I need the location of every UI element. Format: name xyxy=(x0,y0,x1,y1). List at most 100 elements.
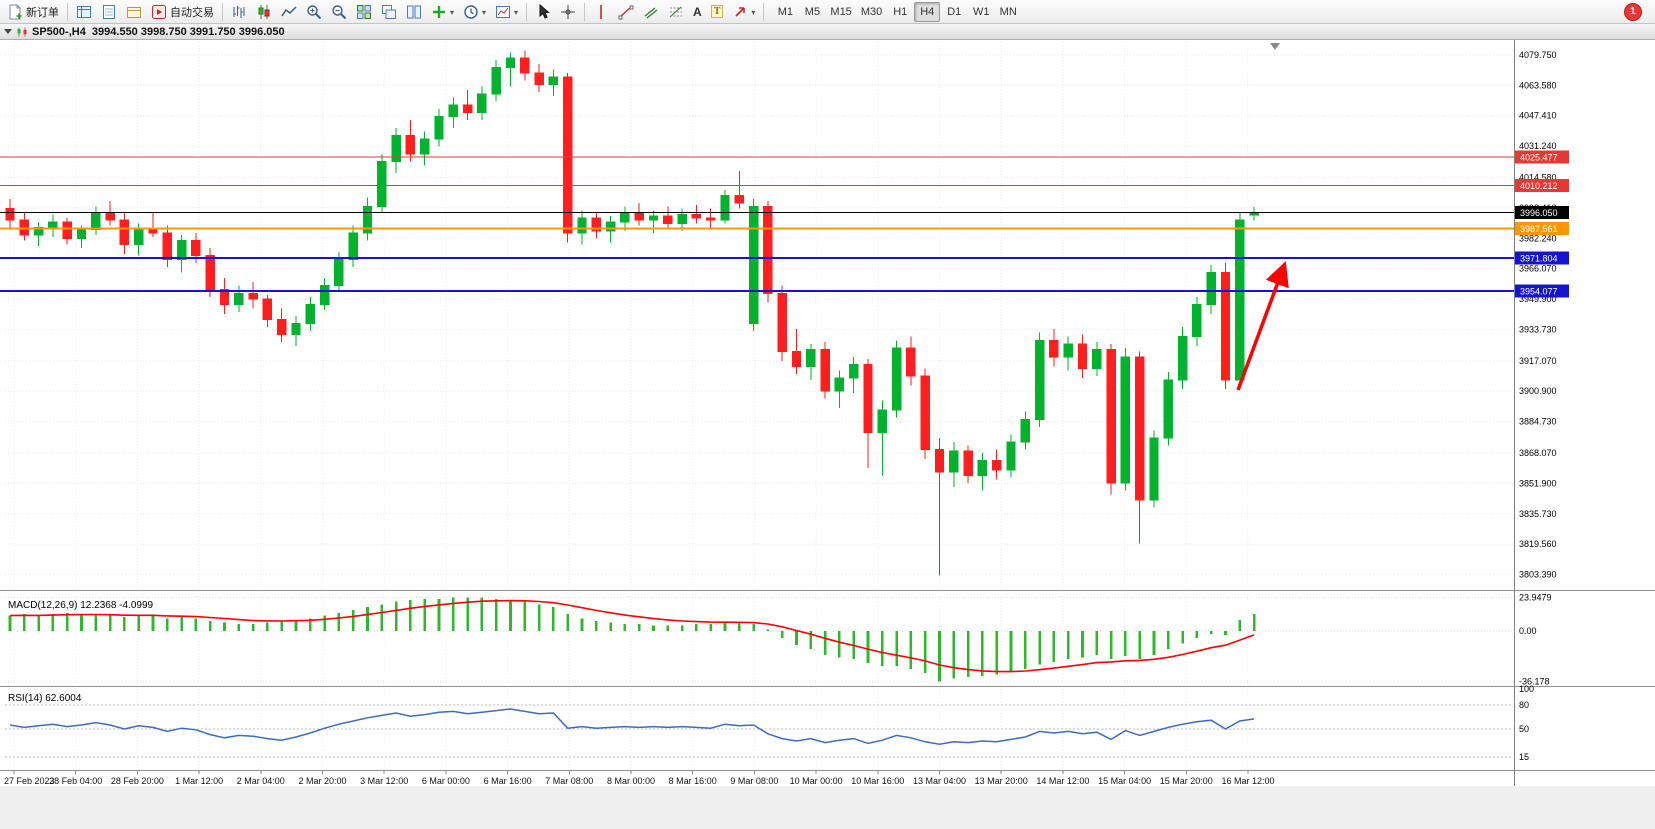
vertical-line-icon xyxy=(593,4,609,20)
chart-shift-marker[interactable] xyxy=(1270,43,1280,50)
svg-text:4010.212: 4010.212 xyxy=(1520,181,1558,191)
text-label-button[interactable] xyxy=(707,2,728,22)
tile-windows-button[interactable] xyxy=(352,2,376,22)
navigator-button[interactable] xyxy=(122,2,146,22)
price-tag-3954.077[interactable]: 3954.077 xyxy=(1515,284,1569,298)
price-axis-label: 3819.560 xyxy=(1519,539,1557,549)
price-axis-label: 4031.240 xyxy=(1519,141,1557,151)
zoom-out-button[interactable] xyxy=(327,2,351,22)
candle-48 xyxy=(691,204,702,224)
candle-63 xyxy=(906,336,916,386)
data-window-icon xyxy=(101,4,117,20)
new-order-icon xyxy=(7,4,23,20)
trendline-button[interactable] xyxy=(614,2,638,22)
price-axis-label: 3803.390 xyxy=(1519,570,1557,580)
time-axis-label: 7 Mar 08:00 xyxy=(545,776,593,786)
arrows-button[interactable] xyxy=(728,2,759,22)
macd-axis-label: 23.9479 xyxy=(1519,592,1552,602)
window-chrome-bottom xyxy=(0,786,1655,824)
time-axis-label: 16 Mar 12:00 xyxy=(1221,776,1274,786)
time-axis-label: 10 Mar 16:00 xyxy=(851,776,904,786)
candle-39 xyxy=(563,73,573,243)
candle-31 xyxy=(448,97,459,128)
rsi-pane xyxy=(5,704,1513,758)
bar-chart-button[interactable] xyxy=(227,2,251,22)
candle-36 xyxy=(520,50,530,81)
chart-titlebar[interactable]: SP500-,H4 3994.550 3998.750 3991.750 399… xyxy=(0,24,1655,40)
price-axis-label: 3900.900 xyxy=(1519,386,1557,396)
market-watch-button[interactable] xyxy=(72,2,96,22)
macd-axis-label: 0.00 xyxy=(1519,626,1537,636)
candle-17 xyxy=(248,281,258,309)
crosshair-button[interactable] xyxy=(556,2,580,22)
candlestick-chart-button[interactable] xyxy=(252,2,276,22)
price-tag-4010.212[interactable]: 4010.212 xyxy=(1515,179,1569,193)
equidistant-channel-button[interactable] xyxy=(639,2,663,22)
candle-52 xyxy=(748,199,759,331)
candle-4 xyxy=(62,218,72,245)
candle-32 xyxy=(462,90,473,121)
candle-65 xyxy=(934,438,945,576)
candle-20 xyxy=(291,315,301,346)
zoom-in-button[interactable] xyxy=(302,2,326,22)
dropdown-caret-icon xyxy=(751,6,755,18)
cursor-button[interactable] xyxy=(531,2,555,22)
candle-59 xyxy=(849,357,859,393)
candle-74 xyxy=(1063,336,1073,371)
chart-area[interactable]: 4079.750 4063.580 4047.410 4031.240 4014.580… xyxy=(0,40,1655,824)
vertical-line-button[interactable] xyxy=(589,2,613,22)
tile-vertical-button[interactable] xyxy=(402,2,426,22)
toolbar-separator xyxy=(763,2,765,21)
candle-16 xyxy=(234,285,244,313)
candle-75 xyxy=(1077,334,1088,378)
zoom-out-icon xyxy=(331,4,347,20)
data-window-button[interactable] xyxy=(97,2,121,22)
svg-text:3987.561: 3987.561 xyxy=(1520,224,1558,234)
price-tag-3987.561[interactable]: 3987.561 xyxy=(1515,221,1569,235)
candle-0 xyxy=(5,199,15,228)
cascade-windows-button[interactable] xyxy=(377,2,401,22)
timeframe-h1[interactable]: H1 xyxy=(887,2,913,22)
price-axis-label: 3966.070 xyxy=(1519,264,1557,274)
time-axis-label: 15 Mar 04:00 xyxy=(1098,776,1151,786)
zoom-in-icon xyxy=(306,4,322,20)
time-axis-label: 6 Mar 16:00 xyxy=(484,776,532,786)
equidistant-channel-icon xyxy=(643,4,659,20)
timeframe-m5[interactable]: M5 xyxy=(799,2,825,22)
annotation-arrow[interactable] xyxy=(1236,261,1289,391)
candle-82 xyxy=(1177,327,1188,390)
timeframe-m15[interactable]: M15 xyxy=(826,2,855,22)
cascade-windows-icon xyxy=(381,4,397,20)
candle-86 xyxy=(1235,212,1245,388)
market-watch-icon xyxy=(76,4,92,20)
timeframe-mn[interactable]: MN xyxy=(995,2,1021,22)
timeframe-m30[interactable]: M30 xyxy=(857,2,886,22)
notification-badge[interactable]: 1 xyxy=(1624,2,1642,21)
line-chart-button[interactable] xyxy=(277,2,301,22)
timeframe-m1[interactable]: M1 xyxy=(772,2,798,22)
time-axis-label: 8 Mar 00:00 xyxy=(607,776,655,786)
fibonacci-button[interactable] xyxy=(664,2,688,22)
new-order-button[interactable]: 新订单 xyxy=(3,2,63,22)
candle-42 xyxy=(605,216,616,243)
price-tag-3971.804[interactable]: 3971.804 xyxy=(1515,251,1569,265)
price-axis-label: 3933.730 xyxy=(1519,324,1557,334)
candle-55 xyxy=(791,328,802,375)
templates-button[interactable] xyxy=(491,2,522,22)
periods-button[interactable] xyxy=(459,2,490,22)
candle-57 xyxy=(820,342,830,399)
grid-lines xyxy=(5,42,1513,769)
text-button[interactable] xyxy=(689,2,706,22)
timeframe-w1[interactable]: W1 xyxy=(968,2,994,22)
price-axis-label: 4079.750 xyxy=(1519,50,1557,60)
timeframe-h4[interactable]: H4 xyxy=(914,1,941,22)
new-chart-button[interactable] xyxy=(427,2,458,22)
price-axis[interactable]: 4079.750 4063.580 4047.410 4031.240 4014.580… xyxy=(1514,40,1557,786)
timeframe-d1[interactable]: D1 xyxy=(941,2,967,22)
toolbar-separator xyxy=(222,2,223,21)
autotrading-button[interactable]: 自动交易 xyxy=(147,2,218,22)
price-tag-4025.477[interactable]: 4025.477 xyxy=(1515,150,1569,164)
current-price-tag[interactable]: 3996.050 xyxy=(1515,205,1569,219)
chart-canvas[interactable]: 4079.750 4063.580 4047.410 4031.240 4014.580… xyxy=(0,40,1655,824)
